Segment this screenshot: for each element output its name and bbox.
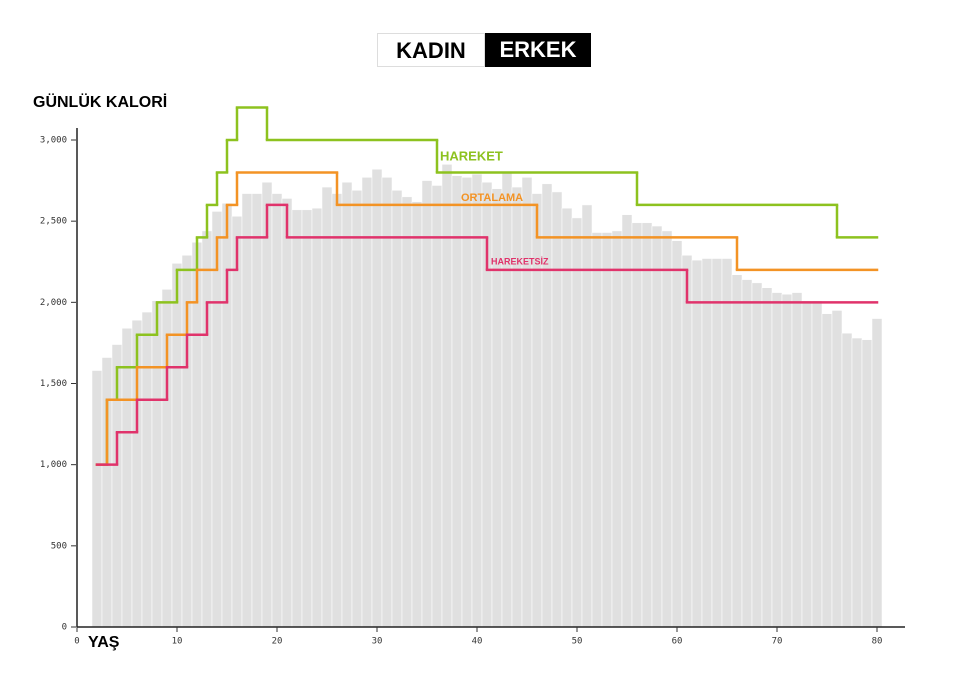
bar [421, 180, 433, 628]
bar [671, 240, 683, 628]
bar [431, 185, 443, 628]
y-tick-label: 0 [62, 623, 67, 633]
bar [581, 204, 593, 628]
x-tick-label: 0 [74, 637, 79, 647]
bar [211, 211, 223, 628]
bar [141, 311, 153, 628]
bar [501, 172, 513, 628]
x-tick-label: 80 [872, 637, 883, 647]
bar [391, 190, 403, 628]
bar [801, 300, 813, 628]
bar [771, 292, 783, 628]
bar [451, 175, 463, 628]
bar [711, 258, 723, 628]
bar [791, 292, 803, 628]
y-tick-label: 1,500 [40, 379, 67, 389]
x-tick-label: 60 [672, 637, 683, 647]
bar [831, 310, 843, 628]
bar [441, 164, 453, 628]
bar [291, 209, 303, 628]
bar [221, 203, 233, 628]
bar [651, 225, 663, 628]
x-tick-label: 70 [772, 637, 783, 647]
bar [331, 193, 343, 628]
bar [681, 255, 693, 628]
toggle-button[interactable]: KADIN [377, 33, 485, 67]
bar [91, 370, 103, 628]
bar [571, 217, 583, 628]
bar [271, 193, 283, 628]
bar [411, 201, 423, 628]
bar [821, 313, 833, 628]
bar [241, 193, 253, 628]
y-axis-label: GÜNLÜK KALORİ [33, 92, 167, 111]
bar [661, 230, 673, 628]
bar [361, 177, 373, 628]
bar [701, 258, 713, 628]
bar [521, 177, 533, 628]
bar [231, 216, 243, 628]
bar [341, 181, 353, 628]
bar [251, 193, 263, 628]
y-tick-label: 2,500 [40, 217, 67, 227]
bar [511, 186, 523, 628]
bar [201, 230, 213, 628]
bar [151, 300, 163, 628]
bar [261, 181, 273, 628]
bar [731, 274, 743, 628]
x-tick-label: 40 [472, 637, 483, 647]
bar [471, 173, 483, 628]
bar [871, 318, 883, 628]
bar [591, 232, 603, 628]
toggle-button[interactable]: ERKEK [485, 33, 591, 67]
x-tick-label: 30 [372, 637, 383, 647]
bar [631, 222, 643, 628]
bar [461, 177, 473, 628]
y-tick-label: 500 [51, 541, 67, 551]
bar [491, 188, 503, 628]
bar [691, 259, 703, 628]
x-axis-label: YAŞ [88, 634, 120, 651]
bar [101, 357, 113, 628]
bar [171, 263, 183, 628]
series-label: ORTALAMA [461, 192, 523, 204]
bar [641, 222, 653, 628]
bar [841, 332, 853, 628]
bar [311, 207, 323, 628]
x-tick-label: 50 [572, 637, 583, 647]
bar [351, 190, 363, 628]
bar [321, 186, 333, 628]
bar [751, 282, 763, 628]
bar [781, 293, 793, 628]
bar [601, 232, 613, 628]
bar [121, 328, 133, 628]
bar [851, 337, 863, 628]
bar [741, 279, 753, 628]
bar [861, 339, 873, 628]
bar [721, 258, 733, 628]
bar [281, 198, 293, 628]
series-label: HAREKETSİZ [491, 256, 549, 266]
bar [611, 230, 623, 628]
bar [621, 214, 633, 628]
x-tick-label: 20 [272, 637, 283, 647]
y-tick-label: 2,000 [40, 298, 67, 308]
bar [301, 209, 313, 628]
bar [811, 300, 823, 628]
y-tick-label: 1,000 [40, 460, 67, 470]
bar [551, 191, 563, 628]
bar [401, 196, 413, 628]
bar [541, 183, 553, 628]
x-tick-label: 10 [172, 637, 183, 647]
series-label: HAREKET [440, 148, 503, 163]
y-tick-label: 3,000 [40, 136, 67, 146]
bar [381, 177, 393, 628]
bar [761, 287, 773, 628]
